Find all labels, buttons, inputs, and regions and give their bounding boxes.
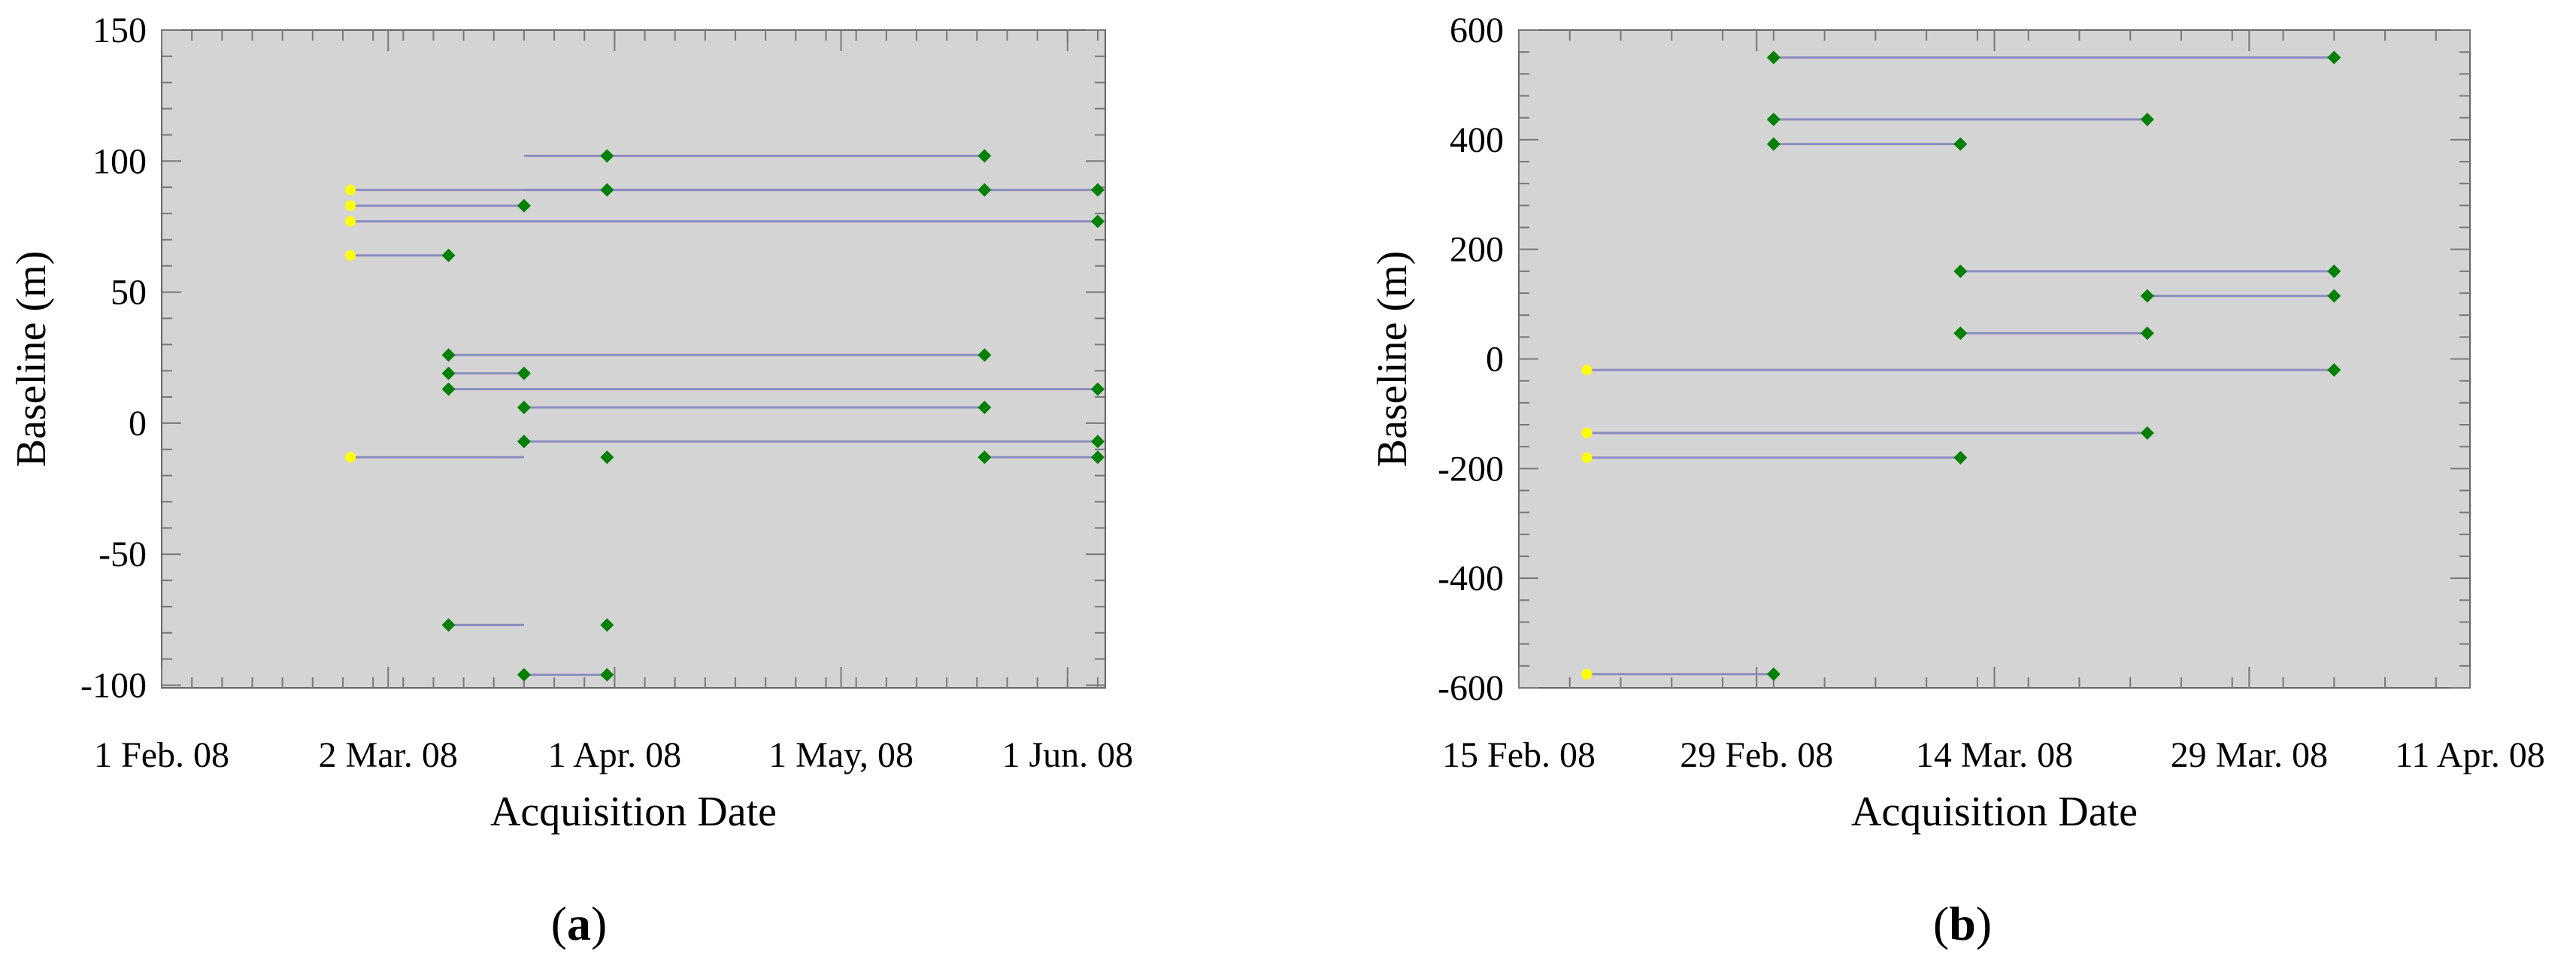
x-tick-label: 1 May, 08 [768,735,914,775]
chart-b: 600 400 200 0 -200 -400 -600 15 Feb. 08 29 Feb. … [1369,11,2545,835]
slave-point [2140,289,2154,303]
slave-point [1090,435,1105,449]
slave-point [441,248,456,262]
master-point [345,184,356,195]
master-point [1581,452,1593,463]
y-tick-label: 0 [1486,340,1504,380]
slave-point [1090,450,1105,465]
x-tick-label: 1 Jun. 08 [1002,735,1133,775]
slave-point [441,348,456,362]
plot-area [1518,29,2471,689]
panel-label-a: (a) [551,897,608,950]
slave-point [517,435,531,449]
slave-point [2140,326,2154,341]
y-tick-label: 50 [111,273,147,313]
y-axis-title: Baseline (m) [8,251,55,468]
slave-point [2327,289,2341,303]
x-tick-label: 11 Apr. 08 [2395,735,2545,775]
master-point [1581,427,1593,438]
slave-point [977,450,992,465]
master-point [345,200,356,211]
y-tick-label: 400 [1450,120,1504,160]
x-tick-label: 29 Mar. 08 [2171,735,2328,775]
x-axis-title: Acquisition Date [490,789,777,835]
master-point [345,216,356,227]
master-point [1581,365,1593,376]
y-axis-title: Baseline (m) [1369,251,1416,468]
slave-point [1766,112,1780,126]
slave-point [2140,112,2154,126]
slave-point [1090,214,1105,229]
slave-point [2140,425,2154,440]
slave-point [1766,667,1780,681]
slave-point [1766,137,1780,151]
slave-point [2327,50,2341,65]
y-tick-label: 200 [1450,230,1504,270]
slave-point [2327,264,2341,278]
slave-point [2327,363,2341,377]
slave-point [441,382,456,396]
x-tick-label: 1 Feb. 08 [94,735,229,775]
y-tick-label: -200 [1438,449,1504,489]
slave-point [1953,326,1968,341]
slave-point [441,366,456,380]
x-axis-title: Acquisition Date [1851,789,2138,835]
slave-point [1090,183,1105,197]
slave-point [600,149,614,163]
slave-point [1953,264,1968,278]
slave-point [600,668,614,682]
slave-point [1953,450,1968,465]
master-point [345,452,356,463]
x-tick-label: 29 Feb. 08 [1680,735,1833,775]
slave-point [600,183,614,197]
y-tick-label: -400 [1438,559,1504,598]
slave-point [977,149,992,163]
y-tick-label: -50 [98,534,147,574]
y-tick-label: 0 [129,404,147,444]
y-tick-label: 150 [92,11,147,50]
plot-area [161,29,1106,689]
slave-point [1090,382,1105,396]
slave-point [977,400,992,414]
slave-point [1953,137,1968,151]
slave-point [517,668,531,682]
chart-a: 150 100 50 0 -50 -100 1 Feb. 08 2 Mar. 08 1 Apr.… [8,11,1133,835]
y-tick-label: 600 [1450,11,1504,50]
x-tick-label: 1 Apr. 08 [548,735,681,775]
slave-point [1766,50,1780,65]
x-tick-label: 14 Mar. 08 [1916,735,2073,775]
panel-label-b: (b) [1933,897,1992,950]
slave-point [517,400,531,414]
slave-point [600,618,614,632]
y-tick-label: -100 [80,666,147,706]
slave-point [977,183,992,197]
slave-point [517,366,531,380]
master-point [345,250,356,261]
slave-point [517,198,531,213]
slave-point [977,348,992,362]
slave-point [441,618,456,632]
x-tick-label: 15 Feb. 08 [1442,735,1596,775]
master-point [1581,668,1593,680]
slave-point [600,450,614,465]
y-tick-label: 100 [92,141,147,181]
x-tick-label: 2 Mar. 08 [319,735,458,775]
y-tick-label: -600 [1438,668,1504,708]
